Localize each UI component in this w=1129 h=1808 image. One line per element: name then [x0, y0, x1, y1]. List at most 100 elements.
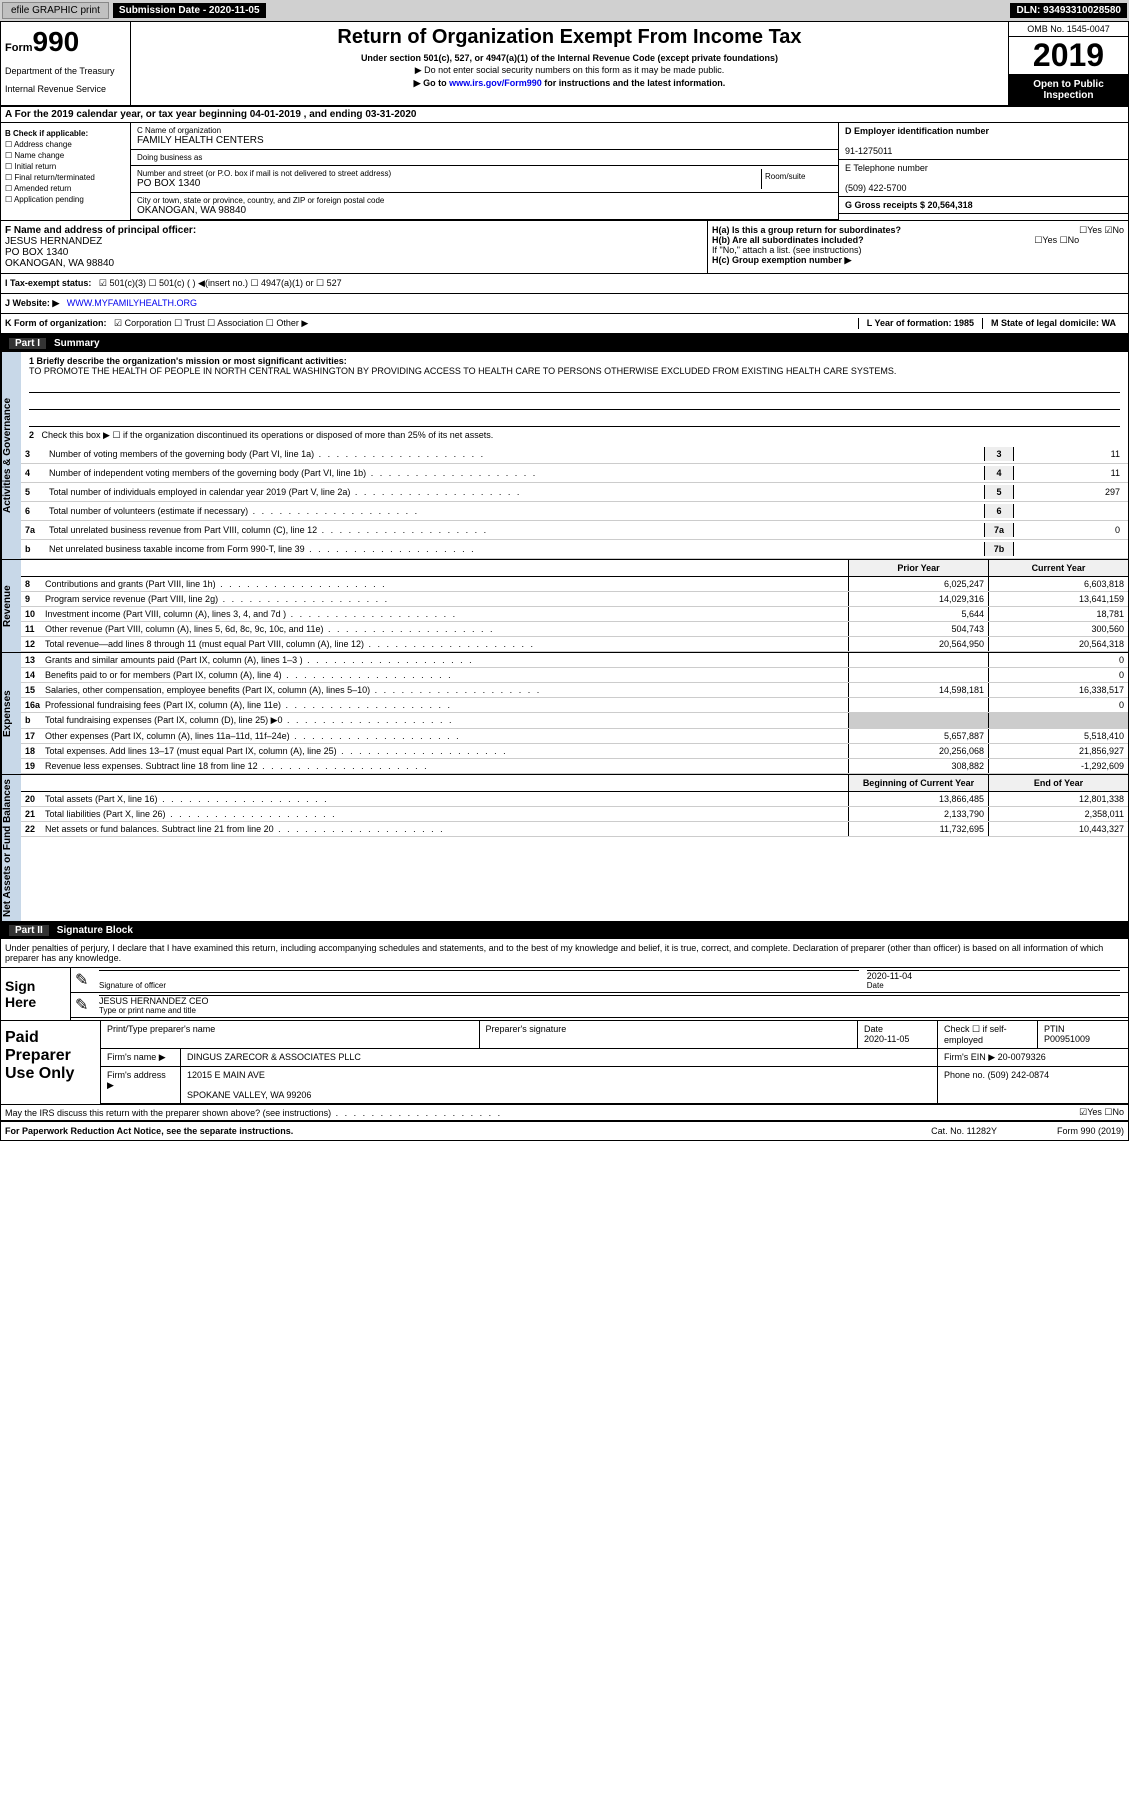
section-c: C Name of organization FAMILY HEALTH CEN… — [131, 123, 838, 220]
section-d: D Employer identification number 91-1275… — [838, 123, 1128, 220]
data-row: bTotal fundraising expenses (Part IX, co… — [21, 713, 1128, 729]
inspection-notice: Open to PublicInspection — [1009, 75, 1128, 105]
data-row: 18Total expenses. Add lines 13–17 (must … — [21, 744, 1128, 759]
footer-mid: Cat. No. 11282Y — [931, 1126, 997, 1136]
paid-preparer-label: Paid Preparer Use Only — [1, 1021, 101, 1104]
firm-name: DINGUS ZARECOR & ASSOCIATES PLLC — [181, 1049, 938, 1066]
activity-row: bNet unrelated business taxable income f… — [21, 540, 1128, 559]
row-i: I Tax-exempt status: ☑ 501(c)(3) ☐ 501(c… — [1, 274, 1128, 294]
website-link[interactable]: WWW.MYFAMILYHEALTH.ORG — [67, 298, 197, 308]
omb-number: OMB No. 1545-0047 — [1009, 22, 1128, 37]
sign-date: 2020-11-04 — [867, 971, 1120, 981]
city-state-zip: OKANOGAN, WA 98840 — [137, 205, 832, 216]
ein-block: D Employer identification number 91-1275… — [839, 123, 1128, 160]
preparer-line-3: Firm's address ▶ 12015 E MAIN AVESPOKANE… — [101, 1067, 1128, 1104]
data-row: 9Program service revenue (Part VIII, lin… — [21, 592, 1128, 607]
officer-signed-name: JESUS HERNANDEZ CEO — [99, 996, 1120, 1006]
row-f: F Name and address of principal officer:… — [1, 221, 1128, 274]
row-a-tax-year: A For the 2019 calendar year, or tax yea… — [1, 107, 1128, 123]
data-row: 19Revenue less expenses. Subtract line 1… — [21, 759, 1128, 774]
expenses-label: Expenses — [1, 653, 21, 774]
mission-text: TO PROMOTE THE HEALTH OF PEOPLE IN NORTH… — [29, 366, 1120, 376]
mission-block: 1 Briefly describe the organization's mi… — [21, 352, 1128, 445]
opt-name-change: ☐ Name change — [5, 151, 126, 160]
header-left: Form990 Department of the Treasury Inter… — [1, 22, 131, 105]
prep-date: 2020-11-05 — [864, 1034, 909, 1044]
activity-row: 6Total number of volunteers (estimate if… — [21, 502, 1128, 521]
opt-amended: ☐ Amended return — [5, 184, 126, 193]
gross-receipts: G Gross receipts $ 20,564,318 — [839, 197, 1128, 214]
form-subtitle-1: Under section 501(c), 527, or 4947(a)(1)… — [135, 53, 1004, 63]
phone: (509) 422-5700 — [845, 183, 1122, 193]
submission-date: Submission Date - 2020-11-05 — [113, 3, 266, 18]
firm-ein: 20-0079326 — [998, 1052, 1046, 1062]
footer-right: Form 990 (2019) — [1057, 1126, 1124, 1136]
preparer-line-1: Print/Type preparer's name Preparer's si… — [101, 1021, 1128, 1049]
firm-phone: (509) 242-0874 — [988, 1070, 1050, 1080]
data-row: 13Grants and similar amounts paid (Part … — [21, 653, 1128, 668]
data-row: 16aProfessional fundraising fees (Part I… — [21, 698, 1128, 713]
top-bar: efile GRAPHIC print Submission Date - 20… — [0, 0, 1129, 21]
activity-row: 7aTotal unrelated business revenue from … — [21, 521, 1128, 540]
data-row: 22Net assets or fund balances. Subtract … — [21, 822, 1128, 837]
revenue-label: Revenue — [1, 560, 21, 652]
perjury-statement: Under penalties of perjury, I declare th… — [1, 939, 1128, 968]
data-row: 20Total assets (Part X, line 16)13,866,4… — [21, 792, 1128, 807]
paid-preparer-row: Paid Preparer Use Only Print/Type prepar… — [1, 1021, 1128, 1105]
current-year-header: Current Year — [988, 560, 1128, 576]
data-row: 8Contributions and grants (Part VIII, li… — [21, 577, 1128, 592]
part-1-header: Part ISummary — [1, 335, 1128, 352]
opt-address-change: ☐ Address change — [5, 140, 126, 149]
ein: 91-1275011 — [845, 146, 1122, 156]
rev-col-header: Prior Year Current Year — [21, 560, 1128, 577]
header-right: OMB No. 1545-0047 2019 Open to PublicIns… — [1008, 22, 1128, 105]
row-k: K Form of organization: ☑ Corporation ☐ … — [1, 314, 1128, 335]
street-address: PO BOX 1340 — [137, 178, 761, 189]
year-formation: L Year of formation: 1985 — [858, 318, 982, 329]
dba-block: Doing business as — [131, 150, 838, 166]
data-row: 14Benefits paid to or for members (Part … — [21, 668, 1128, 683]
form-number: Form990 — [5, 26, 126, 58]
form-header: Form990 Department of the Treasury Inter… — [1, 22, 1128, 107]
activity-row: 3Number of voting members of the governi… — [21, 445, 1128, 464]
activity-row: 5Total number of individuals employed in… — [21, 483, 1128, 502]
sign-here-row: Sign Here ✎ Signature of officer 2020-11… — [1, 968, 1128, 1021]
irs: Internal Revenue Service — [5, 84, 126, 94]
data-row: 15Salaries, other compensation, employee… — [21, 683, 1128, 698]
form-footer: For Paperwork Reduction Act Notice, see … — [1, 1122, 1128, 1140]
discuss-row: May the IRS discuss this return with the… — [1, 1105, 1128, 1122]
opt-final-return: ☐ Final return/terminated — [5, 173, 126, 182]
section-h: H(a) Is this a group return for subordin… — [708, 221, 1128, 273]
ptin: P00951009 — [1044, 1034, 1090, 1044]
prior-year-header: Prior Year — [848, 560, 988, 576]
efile-button[interactable]: efile GRAPHIC print — [2, 2, 109, 19]
form-subtitle-3: ▶ Go to www.irs.gov/Form990 for instruct… — [135, 78, 1004, 89]
activity-row: 4Number of independent voting members of… — [21, 464, 1128, 483]
officer-name: JESUS HERNANDEZ — [5, 236, 703, 247]
preparer-line-2: Firm's name ▶ DINGUS ZARECOR & ASSOCIATE… — [101, 1049, 1128, 1067]
part-2-header: Part IISignature Block — [1, 922, 1128, 939]
form-subtitle-2: ▶ Do not enter social security numbers o… — [135, 65, 1004, 76]
section-b-title: B Check if applicable: — [5, 129, 126, 138]
data-row: 11Other revenue (Part VIII, column (A), … — [21, 622, 1128, 637]
phone-block: E Telephone number (509) 422-5700 — [839, 160, 1128, 197]
principal-officer: F Name and address of principal officer:… — [1, 221, 708, 273]
form-title: Return of Organization Exempt From Incom… — [135, 26, 1004, 49]
activities-label: Activities & Governance — [1, 352, 21, 559]
revenue-section: Revenue Prior Year Current Year 8Contrib… — [1, 560, 1128, 653]
form-990: Form990 Department of the Treasury Inter… — [0, 21, 1129, 1141]
main-info: B Check if applicable: ☐ Address change … — [1, 123, 1128, 221]
expenses-section: Expenses 13Grants and similar amounts pa… — [1, 653, 1128, 775]
netassets-label: Net Assets or Fund Balances — [1, 775, 21, 921]
irs-link[interactable]: www.irs.gov/Form990 — [449, 78, 542, 88]
data-row: 21Total liabilities (Part X, line 26)2,1… — [21, 807, 1128, 822]
netassets-section: Net Assets or Fund Balances Beginning of… — [1, 775, 1128, 922]
header-mid: Return of Organization Exempt From Incom… — [131, 22, 1008, 105]
end-year-header: End of Year — [988, 775, 1128, 791]
dln: DLN: 93493310028580 — [1010, 3, 1127, 18]
tax-year: 2019 — [1009, 37, 1128, 75]
data-row: 10Investment income (Part VIII, column (… — [21, 607, 1128, 622]
org-name-block: C Name of organization FAMILY HEALTH CEN… — [131, 123, 838, 150]
state-domicile: M State of legal domicile: WA — [982, 318, 1124, 329]
firm-address: 12015 E MAIN AVE — [187, 1070, 265, 1080]
